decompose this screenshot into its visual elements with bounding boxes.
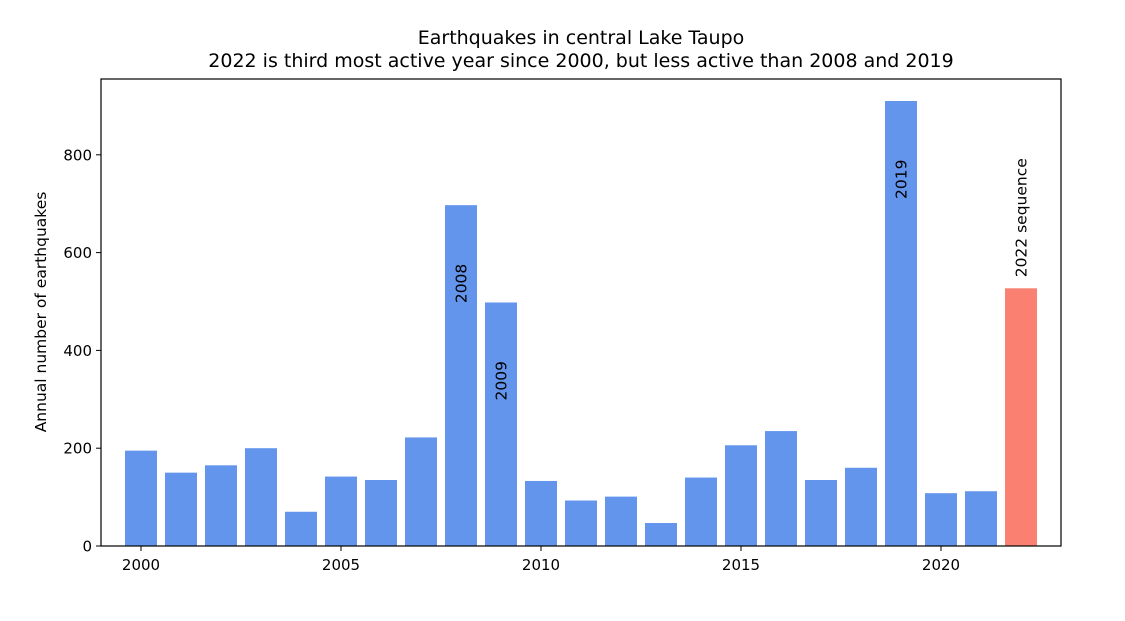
y-axis-ticks: 0 200 400 600 800 bbox=[63, 146, 101, 556]
bar-2022 bbox=[1005, 288, 1037, 546]
chart-title: Earthquakes in central Lake Taupo bbox=[418, 27, 745, 49]
annotation-2019: 2019 bbox=[893, 160, 911, 199]
bar-2013 bbox=[645, 523, 677, 546]
bar-2003 bbox=[245, 448, 277, 546]
y-axis-label: Annual number of earthquakes bbox=[32, 192, 50, 433]
bar-2012 bbox=[605, 496, 637, 546]
bar-2015 bbox=[725, 445, 757, 546]
y-tick-label-0: 0 bbox=[82, 538, 92, 556]
bar-2019 bbox=[885, 101, 917, 546]
x-axis-ticks: 2000 2005 2010 2015 2020 bbox=[122, 546, 960, 574]
bar-2021 bbox=[965, 491, 997, 546]
y-tick-label-400: 400 bbox=[63, 342, 92, 360]
bar-2010 bbox=[525, 480, 557, 546]
bar-2014 bbox=[685, 477, 717, 546]
annotation-2008: 2008 bbox=[453, 264, 471, 303]
bar-2001 bbox=[165, 472, 197, 546]
chart-subtitle: 2022 is third most active year since 200… bbox=[208, 50, 953, 72]
x-tick-label-2015: 2015 bbox=[722, 556, 760, 574]
y-tick-label-800: 800 bbox=[63, 146, 92, 164]
bar-2018 bbox=[845, 467, 877, 546]
bar-annotations: 2008 2009 2019 2022 sequence bbox=[453, 158, 1031, 400]
bar-2002 bbox=[205, 465, 237, 546]
bar-2008 bbox=[445, 205, 477, 547]
x-tick-label-2005: 2005 bbox=[322, 556, 360, 574]
bar-2011 bbox=[565, 500, 597, 546]
annotation-2022: 2022 sequence bbox=[1013, 158, 1031, 277]
x-tick-label-2000: 2000 bbox=[122, 556, 160, 574]
x-tick-label-2010: 2010 bbox=[522, 556, 560, 574]
bar-2009 bbox=[485, 302, 517, 546]
y-tick-label-600: 600 bbox=[63, 244, 92, 262]
bar-2004 bbox=[285, 511, 317, 546]
bar-2016 bbox=[765, 431, 797, 546]
bar-2020 bbox=[925, 493, 957, 546]
bar-2005 bbox=[325, 476, 357, 546]
plot-area-frame bbox=[100, 78, 1062, 547]
y-tick-label-200: 200 bbox=[63, 440, 92, 458]
bar-2007 bbox=[405, 437, 437, 546]
bars-group bbox=[125, 101, 1037, 547]
x-tick-label-2020: 2020 bbox=[922, 556, 960, 574]
bar-2000 bbox=[125, 450, 157, 546]
bar-2017 bbox=[805, 479, 837, 546]
annotation-2009: 2009 bbox=[493, 361, 511, 400]
bar-2006 bbox=[365, 479, 397, 546]
